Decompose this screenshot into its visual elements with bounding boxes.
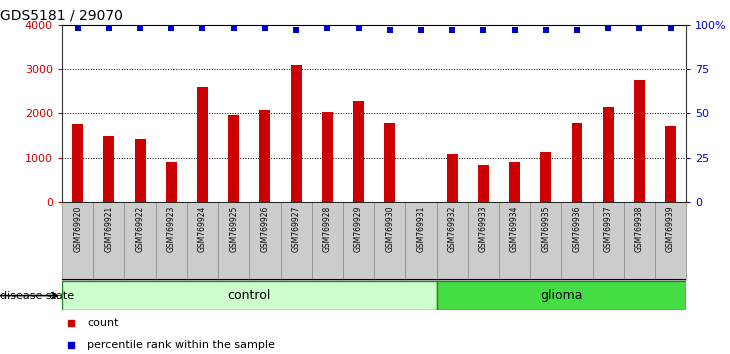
Text: control: control <box>228 289 271 302</box>
Bar <box>353 101 364 202</box>
Bar <box>593 202 624 280</box>
Bar <box>343 202 374 280</box>
Text: GSM769929: GSM769929 <box>354 206 363 252</box>
Text: GSM769920: GSM769920 <box>73 206 82 252</box>
Text: GSM769935: GSM769935 <box>541 206 550 252</box>
Bar <box>384 123 395 202</box>
Bar <box>322 113 333 202</box>
Text: GSM769926: GSM769926 <box>261 206 269 252</box>
Bar <box>509 162 520 202</box>
Text: count: count <box>87 318 118 329</box>
Text: GSM769924: GSM769924 <box>198 206 207 252</box>
Bar <box>665 126 676 202</box>
Bar <box>540 152 551 202</box>
Bar <box>374 202 405 280</box>
Bar <box>155 202 187 280</box>
Text: glioma: glioma <box>540 289 583 302</box>
Bar <box>62 202 93 280</box>
Text: disease state: disease state <box>0 291 74 301</box>
Bar <box>228 115 239 202</box>
Text: GSM769931: GSM769931 <box>416 206 426 252</box>
Text: GSM769922: GSM769922 <box>136 206 145 252</box>
Bar <box>104 136 115 202</box>
Bar <box>124 202 155 280</box>
Text: GDS5181 / 29070: GDS5181 / 29070 <box>0 8 123 22</box>
Text: GSM769921: GSM769921 <box>104 206 113 252</box>
Text: GSM769927: GSM769927 <box>291 206 301 252</box>
Text: GSM769937: GSM769937 <box>604 206 612 252</box>
Bar <box>624 202 655 280</box>
Text: GSM769923: GSM769923 <box>166 206 176 252</box>
Text: GSM769939: GSM769939 <box>666 206 675 252</box>
Bar <box>134 139 145 202</box>
Bar <box>468 202 499 280</box>
Bar <box>437 202 468 280</box>
Bar <box>259 110 270 202</box>
Text: GSM769938: GSM769938 <box>635 206 644 252</box>
Bar <box>280 202 312 280</box>
Text: GSM769934: GSM769934 <box>510 206 519 252</box>
Text: percentile rank within the sample: percentile rank within the sample <box>87 339 275 350</box>
Bar <box>72 124 83 202</box>
Bar <box>447 154 458 202</box>
Bar <box>478 165 489 202</box>
Bar <box>291 65 301 202</box>
Text: GSM769936: GSM769936 <box>572 206 582 252</box>
Text: GSM769930: GSM769930 <box>385 206 394 252</box>
Text: GSM769925: GSM769925 <box>229 206 238 252</box>
Bar <box>572 123 583 202</box>
Bar <box>561 202 593 280</box>
Text: GSM769932: GSM769932 <box>447 206 457 252</box>
Bar <box>437 281 686 310</box>
Bar <box>530 202 561 280</box>
Bar <box>655 202 686 280</box>
Bar <box>218 202 250 280</box>
Bar <box>634 80 645 202</box>
Bar <box>62 281 437 310</box>
Bar <box>405 202 437 280</box>
Bar <box>93 202 124 280</box>
Bar <box>603 107 614 202</box>
Bar <box>249 202 280 280</box>
Bar <box>166 162 177 202</box>
Text: GSM769933: GSM769933 <box>479 206 488 252</box>
Bar <box>197 87 208 202</box>
Bar <box>312 202 343 280</box>
Bar <box>187 202 218 280</box>
Text: GSM769928: GSM769928 <box>323 206 332 252</box>
Bar <box>499 202 530 280</box>
